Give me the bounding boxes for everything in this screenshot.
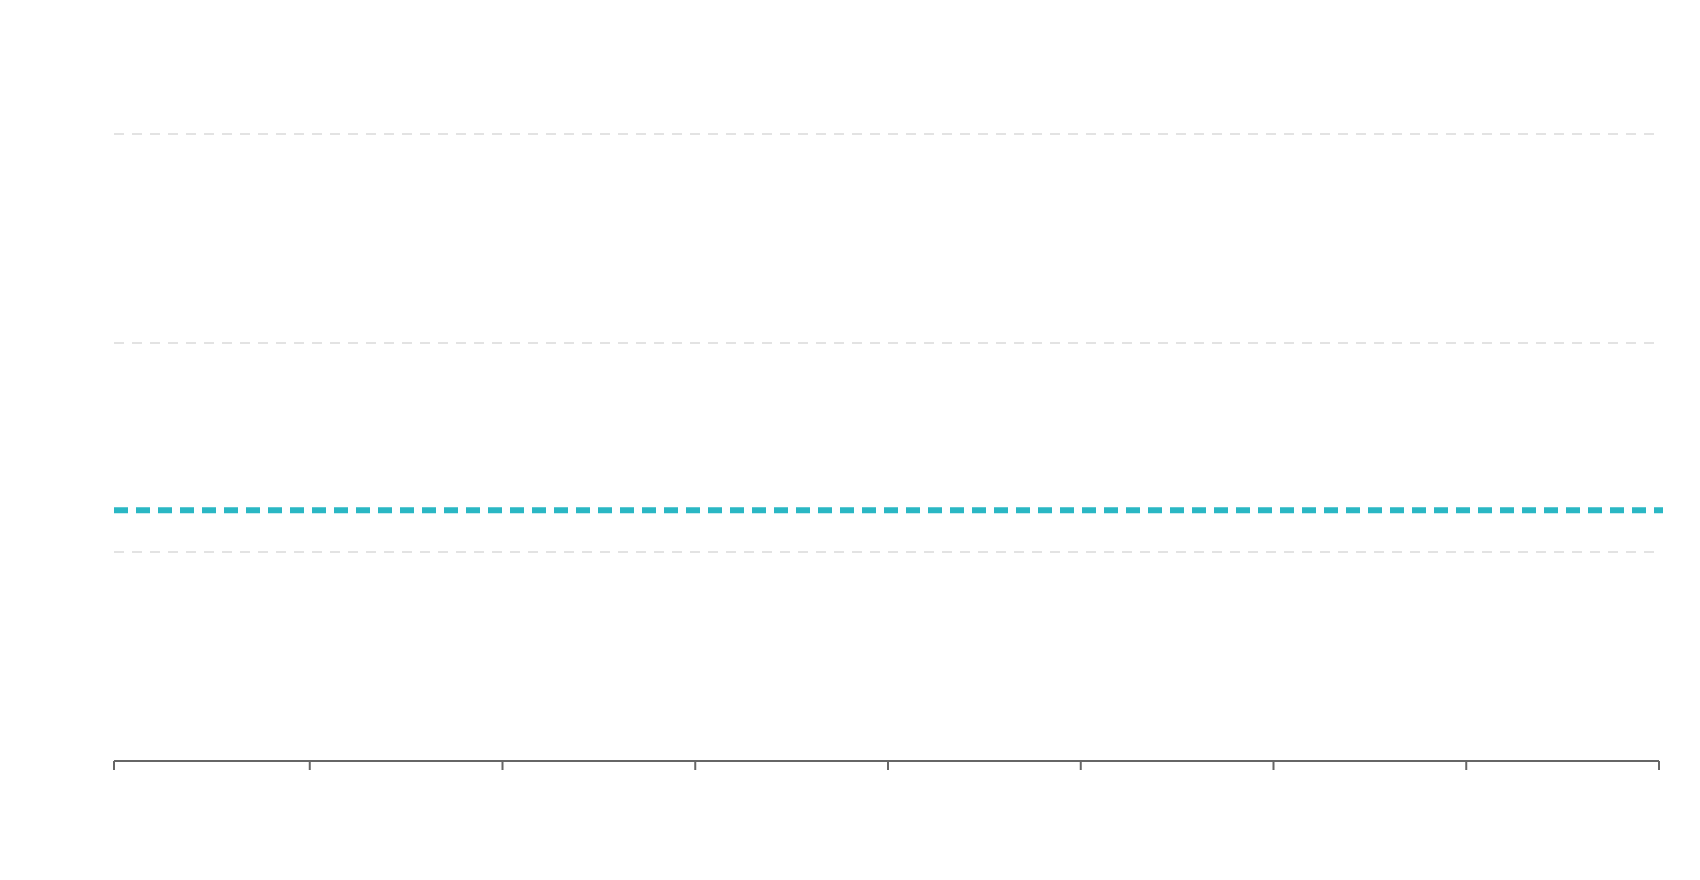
chart xyxy=(113,133,1663,770)
